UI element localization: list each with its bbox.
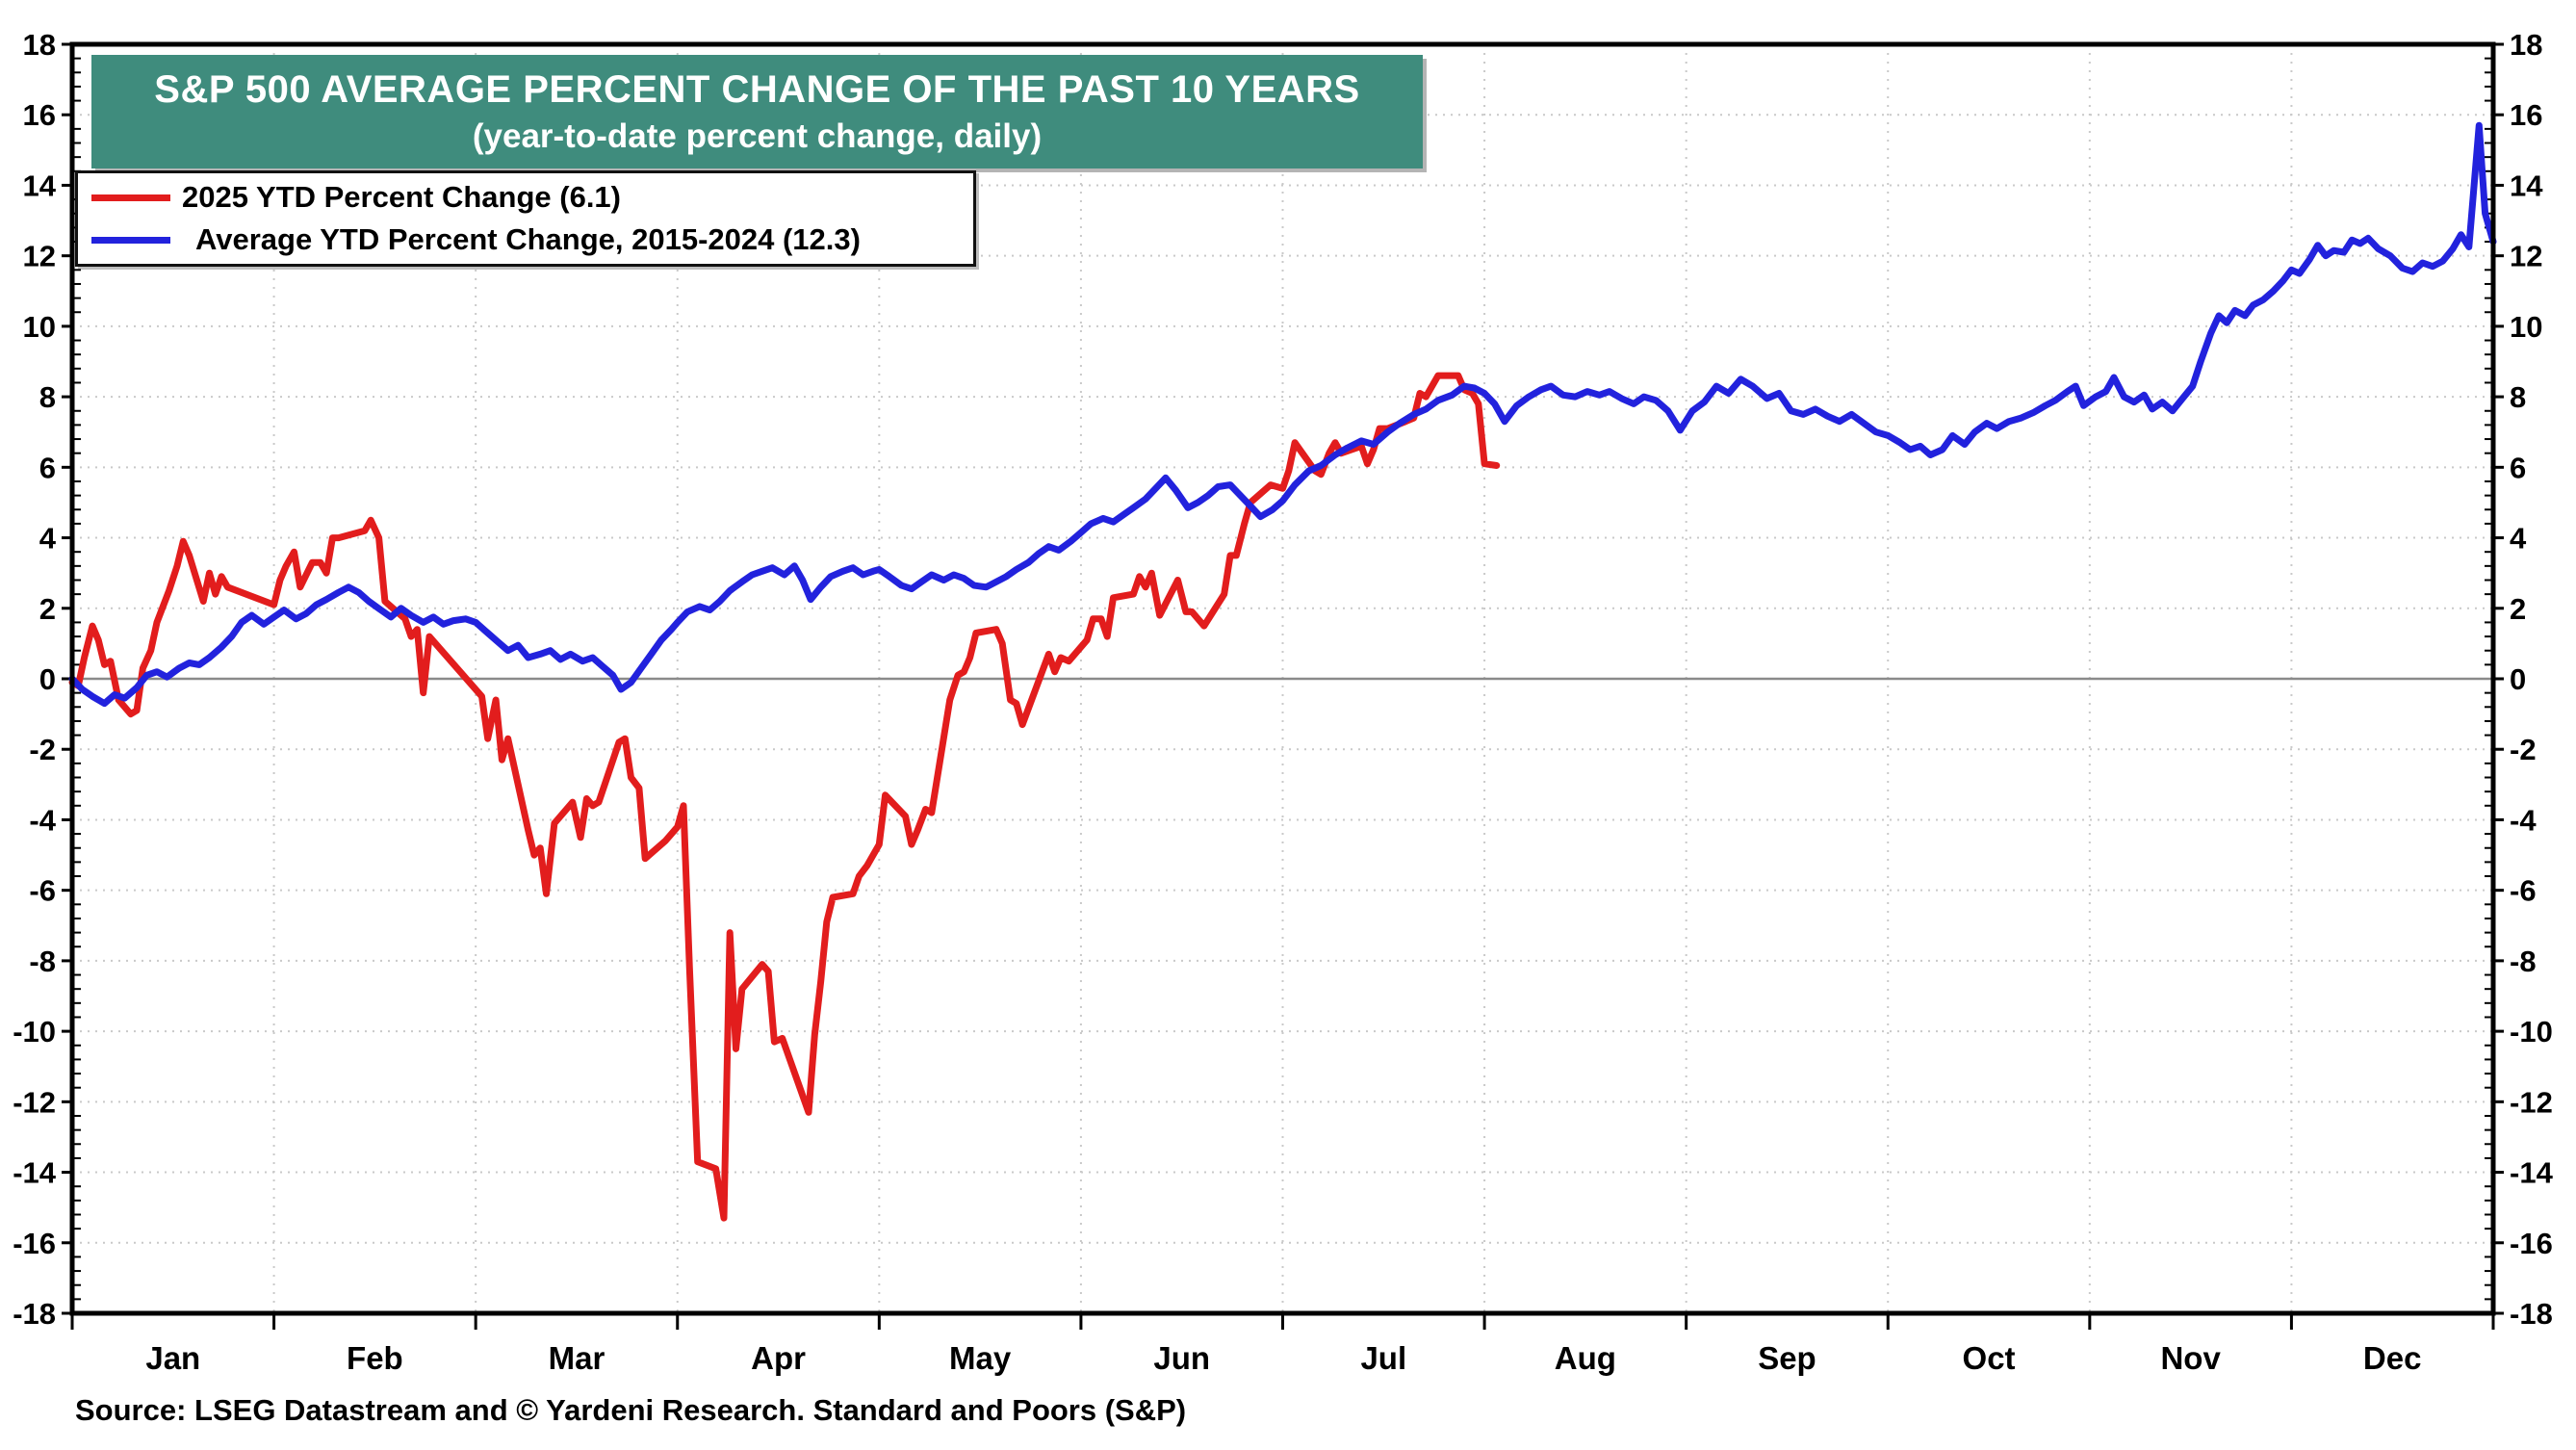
- y-axis-tick-label-right: -14: [2510, 1156, 2554, 1190]
- y-axis-tick-label-left: -12: [13, 1085, 56, 1119]
- y-axis-tick-label-right: -10: [2510, 1015, 2553, 1049]
- chart-title: S&P 500 AVERAGE PERCENT CHANGE OF THE PA…: [154, 68, 1360, 111]
- y-axis-tick-label-left: -6: [29, 874, 56, 908]
- y-axis-tick-label-right: 6: [2510, 451, 2526, 484]
- y-axis-tick-label-right: 4: [2510, 522, 2527, 556]
- y-axis-tick-label-left: 10: [23, 310, 56, 344]
- legend-swatch-red: [91, 194, 170, 201]
- x-axis-month-label: Mar: [549, 1340, 605, 1376]
- y-axis-tick-label-left: 4: [39, 522, 57, 556]
- series-line-red: [68, 372, 1501, 1222]
- y-axis-tick-label-left: -4: [29, 803, 56, 837]
- y-axis-tick-label-right: -2: [2510, 733, 2537, 766]
- y-axis-tick-label-right: 10: [2510, 310, 2542, 344]
- y-axis-tick-label-left: -16: [13, 1227, 56, 1260]
- y-axis-tick-label-left: 18: [23, 28, 56, 62]
- legend-entry-2025: 2025 YTD Percent Change (6.1): [78, 179, 973, 216]
- x-axis-month-label: Nov: [2160, 1340, 2221, 1376]
- y-axis-tick-label-right: 18: [2510, 28, 2542, 62]
- y-axis-tick-label-left: -10: [13, 1015, 56, 1049]
- legend-swatch-blue: [91, 236, 170, 244]
- x-axis-month-label: Aug: [1555, 1340, 1616, 1376]
- x-axis-month-label: Feb: [347, 1340, 403, 1376]
- y-axis-tick-label-left: -2: [29, 733, 56, 766]
- y-axis-tick-label-right: -8: [2510, 945, 2537, 978]
- y-axis-tick-label-left: 6: [39, 451, 56, 484]
- y-axis-tick-label-right: 12: [2510, 240, 2542, 273]
- chart-subtitle: (year-to-date percent change, daily): [472, 117, 1043, 155]
- y-axis-tick-label-right: 16: [2510, 98, 2542, 132]
- legend-label-average: Average YTD Percent Change, 2015-2024 (1…: [195, 222, 861, 256]
- y-axis-tick-label-left: -18: [13, 1297, 56, 1331]
- y-axis-tick-label-left: 14: [23, 168, 57, 202]
- y-axis-tick-label-left: 2: [39, 592, 56, 626]
- series-line-blue: [68, 121, 2497, 708]
- y-axis-tick-label-right: 8: [2510, 380, 2526, 414]
- x-axis-month-label: Oct: [1963, 1340, 2016, 1376]
- y-axis-tick-label-right: -16: [2510, 1227, 2553, 1260]
- x-axis-month-label: Jun: [1153, 1340, 1210, 1376]
- y-axis-tick-label-left: -8: [29, 945, 56, 978]
- legend-entry-average: Average YTD Percent Change, 2015-2024 (1…: [78, 221, 973, 258]
- y-axis-tick-label-left: 8: [39, 380, 56, 414]
- y-axis-tick-label-right: 2: [2510, 592, 2526, 626]
- chart-title-banner: S&P 500 AVERAGE PERCENT CHANGE OF THE PA…: [91, 55, 1423, 168]
- y-axis-tick-label-right: -6: [2510, 874, 2537, 908]
- y-axis-tick-label-right: -4: [2510, 803, 2537, 837]
- y-axis-tick-label-right: 0: [2510, 662, 2526, 696]
- x-axis-month-label: May: [949, 1340, 1012, 1376]
- x-axis-month-label: Jul: [1360, 1340, 1406, 1376]
- plot-frame: [69, 41, 2496, 1316]
- x-axis-month-label: Apr: [751, 1340, 806, 1376]
- y-axis-tick-label-right: -18: [2510, 1297, 2553, 1331]
- y-axis-tick-label-right: -12: [2510, 1085, 2553, 1119]
- y-axis-tick-label-left: 0: [39, 662, 56, 696]
- y-axis-tick-label-left: -14: [13, 1156, 57, 1190]
- y-axis-tick-label-right: 14: [2510, 168, 2543, 202]
- x-axis-month-label: Dec: [2363, 1340, 2422, 1376]
- legend: 2025 YTD Percent Change (6.1) Average YT…: [75, 170, 976, 267]
- y-axis-tick-label-left: 16: [23, 98, 56, 132]
- x-axis-month-label: Jan: [145, 1340, 200, 1376]
- legend-label-2025: 2025 YTD Percent Change (6.1): [182, 180, 621, 214]
- x-axis-month-label: Sep: [1758, 1340, 1816, 1376]
- y-axis-tick-label-left: 12: [23, 240, 56, 273]
- source-attribution: Source: LSEG Datastream and © Yardeni Re…: [75, 1393, 1187, 1427]
